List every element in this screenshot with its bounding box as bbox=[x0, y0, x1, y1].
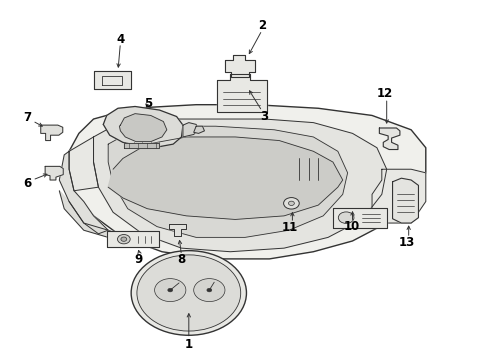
Polygon shape bbox=[392, 178, 418, 223]
Text: 2: 2 bbox=[258, 19, 266, 32]
Text: 10: 10 bbox=[343, 220, 360, 233]
Circle shape bbox=[168, 288, 172, 292]
Polygon shape bbox=[41, 125, 63, 140]
Circle shape bbox=[131, 251, 246, 335]
Polygon shape bbox=[379, 128, 400, 149]
Polygon shape bbox=[94, 71, 131, 89]
Polygon shape bbox=[217, 74, 267, 112]
Text: 6: 6 bbox=[24, 177, 32, 190]
Circle shape bbox=[338, 212, 354, 224]
Polygon shape bbox=[45, 166, 63, 180]
Polygon shape bbox=[69, 137, 98, 191]
Polygon shape bbox=[124, 143, 159, 148]
Polygon shape bbox=[103, 107, 183, 147]
Polygon shape bbox=[59, 191, 128, 244]
Circle shape bbox=[137, 255, 241, 331]
Circle shape bbox=[194, 279, 225, 302]
Circle shape bbox=[118, 234, 130, 244]
Text: 9: 9 bbox=[134, 253, 143, 266]
Polygon shape bbox=[108, 137, 343, 220]
Polygon shape bbox=[183, 123, 198, 137]
Polygon shape bbox=[120, 114, 167, 141]
Polygon shape bbox=[194, 126, 204, 134]
Circle shape bbox=[289, 201, 294, 206]
Circle shape bbox=[121, 237, 127, 241]
Polygon shape bbox=[94, 119, 387, 252]
Text: 7: 7 bbox=[24, 111, 32, 124]
Polygon shape bbox=[225, 55, 255, 77]
Text: 5: 5 bbox=[144, 98, 152, 111]
Polygon shape bbox=[169, 225, 186, 236]
Text: 3: 3 bbox=[261, 110, 269, 123]
Text: 12: 12 bbox=[377, 87, 393, 100]
Polygon shape bbox=[333, 208, 387, 228]
Circle shape bbox=[207, 288, 212, 292]
Polygon shape bbox=[372, 169, 426, 223]
Polygon shape bbox=[107, 231, 159, 247]
Text: 11: 11 bbox=[282, 221, 298, 234]
Polygon shape bbox=[69, 105, 426, 259]
Text: 13: 13 bbox=[399, 236, 416, 249]
Circle shape bbox=[284, 198, 299, 209]
Polygon shape bbox=[59, 151, 108, 234]
Polygon shape bbox=[108, 126, 347, 237]
Text: 1: 1 bbox=[185, 338, 193, 351]
Text: 8: 8 bbox=[177, 253, 186, 266]
Text: 4: 4 bbox=[116, 32, 124, 46]
Circle shape bbox=[155, 279, 186, 302]
